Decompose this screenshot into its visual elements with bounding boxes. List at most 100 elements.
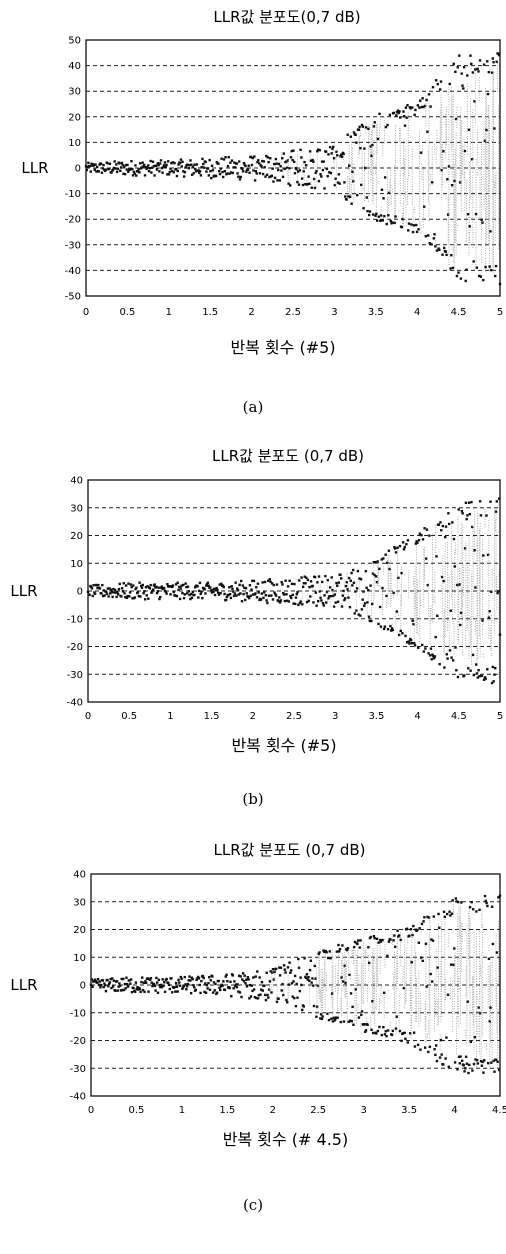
data-point <box>487 616 491 619</box>
data-point <box>457 271 460 274</box>
data-point <box>248 584 252 587</box>
y-axis-label: LLR <box>10 582 37 600</box>
data-point <box>151 588 155 591</box>
data-point <box>294 1004 298 1008</box>
data-point <box>121 988 124 992</box>
data-point <box>130 990 134 994</box>
data-point <box>139 162 142 165</box>
data-point <box>462 87 465 90</box>
data-point <box>386 1029 390 1032</box>
data-point <box>175 594 179 598</box>
data-point <box>442 1063 445 1066</box>
x-tick-label: 2 <box>248 307 254 318</box>
data-point <box>316 148 320 151</box>
data-point <box>147 990 150 993</box>
data-point <box>159 159 163 162</box>
data-point <box>201 974 205 978</box>
data-point <box>342 1020 346 1023</box>
data-point <box>308 585 311 589</box>
data-point <box>469 54 472 57</box>
data-point <box>497 896 500 899</box>
data-point <box>315 1015 318 1018</box>
data-point <box>301 183 305 187</box>
data-point <box>205 583 209 586</box>
data-point <box>365 586 368 589</box>
data-point <box>314 591 318 594</box>
data-point <box>115 163 118 166</box>
data-point <box>352 1023 355 1026</box>
data-point <box>307 599 310 603</box>
data-point <box>180 165 183 168</box>
data-point <box>183 171 187 174</box>
data-point <box>252 988 256 991</box>
data-point <box>455 669 458 672</box>
data-point <box>436 82 439 86</box>
data-point <box>290 582 294 586</box>
data-point <box>212 981 216 984</box>
data-point <box>433 1048 436 1051</box>
data-point <box>245 978 248 981</box>
data-point <box>289 594 292 598</box>
data-point <box>448 82 451 86</box>
data-point <box>204 592 207 595</box>
data-point <box>155 585 158 589</box>
data-point <box>452 62 455 66</box>
data-point <box>320 599 323 602</box>
data-point <box>304 182 307 186</box>
data-point <box>286 585 290 588</box>
data-point <box>207 174 211 177</box>
data-point <box>484 677 487 680</box>
data-point <box>248 997 251 1000</box>
data-point <box>109 588 113 591</box>
data-point <box>255 996 258 1000</box>
data-point <box>378 112 381 116</box>
data-point <box>253 179 257 182</box>
data-point <box>479 275 483 278</box>
data-point <box>382 1025 385 1029</box>
data-point <box>312 160 315 163</box>
data-point <box>428 654 432 657</box>
data-point <box>434 1044 438 1047</box>
data-point <box>143 174 147 177</box>
data-point <box>318 951 321 954</box>
data-point <box>224 975 227 978</box>
data-point <box>188 164 191 167</box>
data-point <box>448 649 452 652</box>
data-point <box>364 569 368 573</box>
data-point <box>128 595 131 598</box>
data-point <box>183 975 186 979</box>
data-point <box>186 982 190 986</box>
data-point <box>190 173 194 176</box>
data-point <box>350 1020 354 1023</box>
data-point <box>481 1060 484 1064</box>
data-point <box>246 976 250 979</box>
data-point <box>392 111 396 115</box>
data-point <box>199 174 203 177</box>
data-point <box>128 979 131 982</box>
data-point <box>396 546 399 549</box>
data-point <box>431 653 434 656</box>
data-point <box>288 961 291 964</box>
data-point <box>412 1031 416 1034</box>
data-point <box>119 166 123 169</box>
data-point <box>414 108 417 112</box>
data-point <box>354 988 357 991</box>
data-point <box>347 195 350 198</box>
x-tick-label: 5 <box>497 711 503 722</box>
data-point <box>334 177 337 180</box>
data-point <box>478 274 481 278</box>
data-point <box>155 981 159 984</box>
data-point <box>232 166 235 169</box>
data-point <box>407 229 410 232</box>
data-point <box>190 596 194 599</box>
data-point <box>466 1000 469 1003</box>
data-point <box>125 168 128 171</box>
data-point <box>303 160 306 164</box>
data-point <box>478 500 482 503</box>
data-point <box>498 497 501 500</box>
y-tick-label: -10 <box>70 1008 86 1019</box>
x-tick-label: 1 <box>179 1105 185 1116</box>
data-point <box>486 1061 490 1065</box>
data-point <box>423 205 426 208</box>
data-point <box>369 584 372 587</box>
